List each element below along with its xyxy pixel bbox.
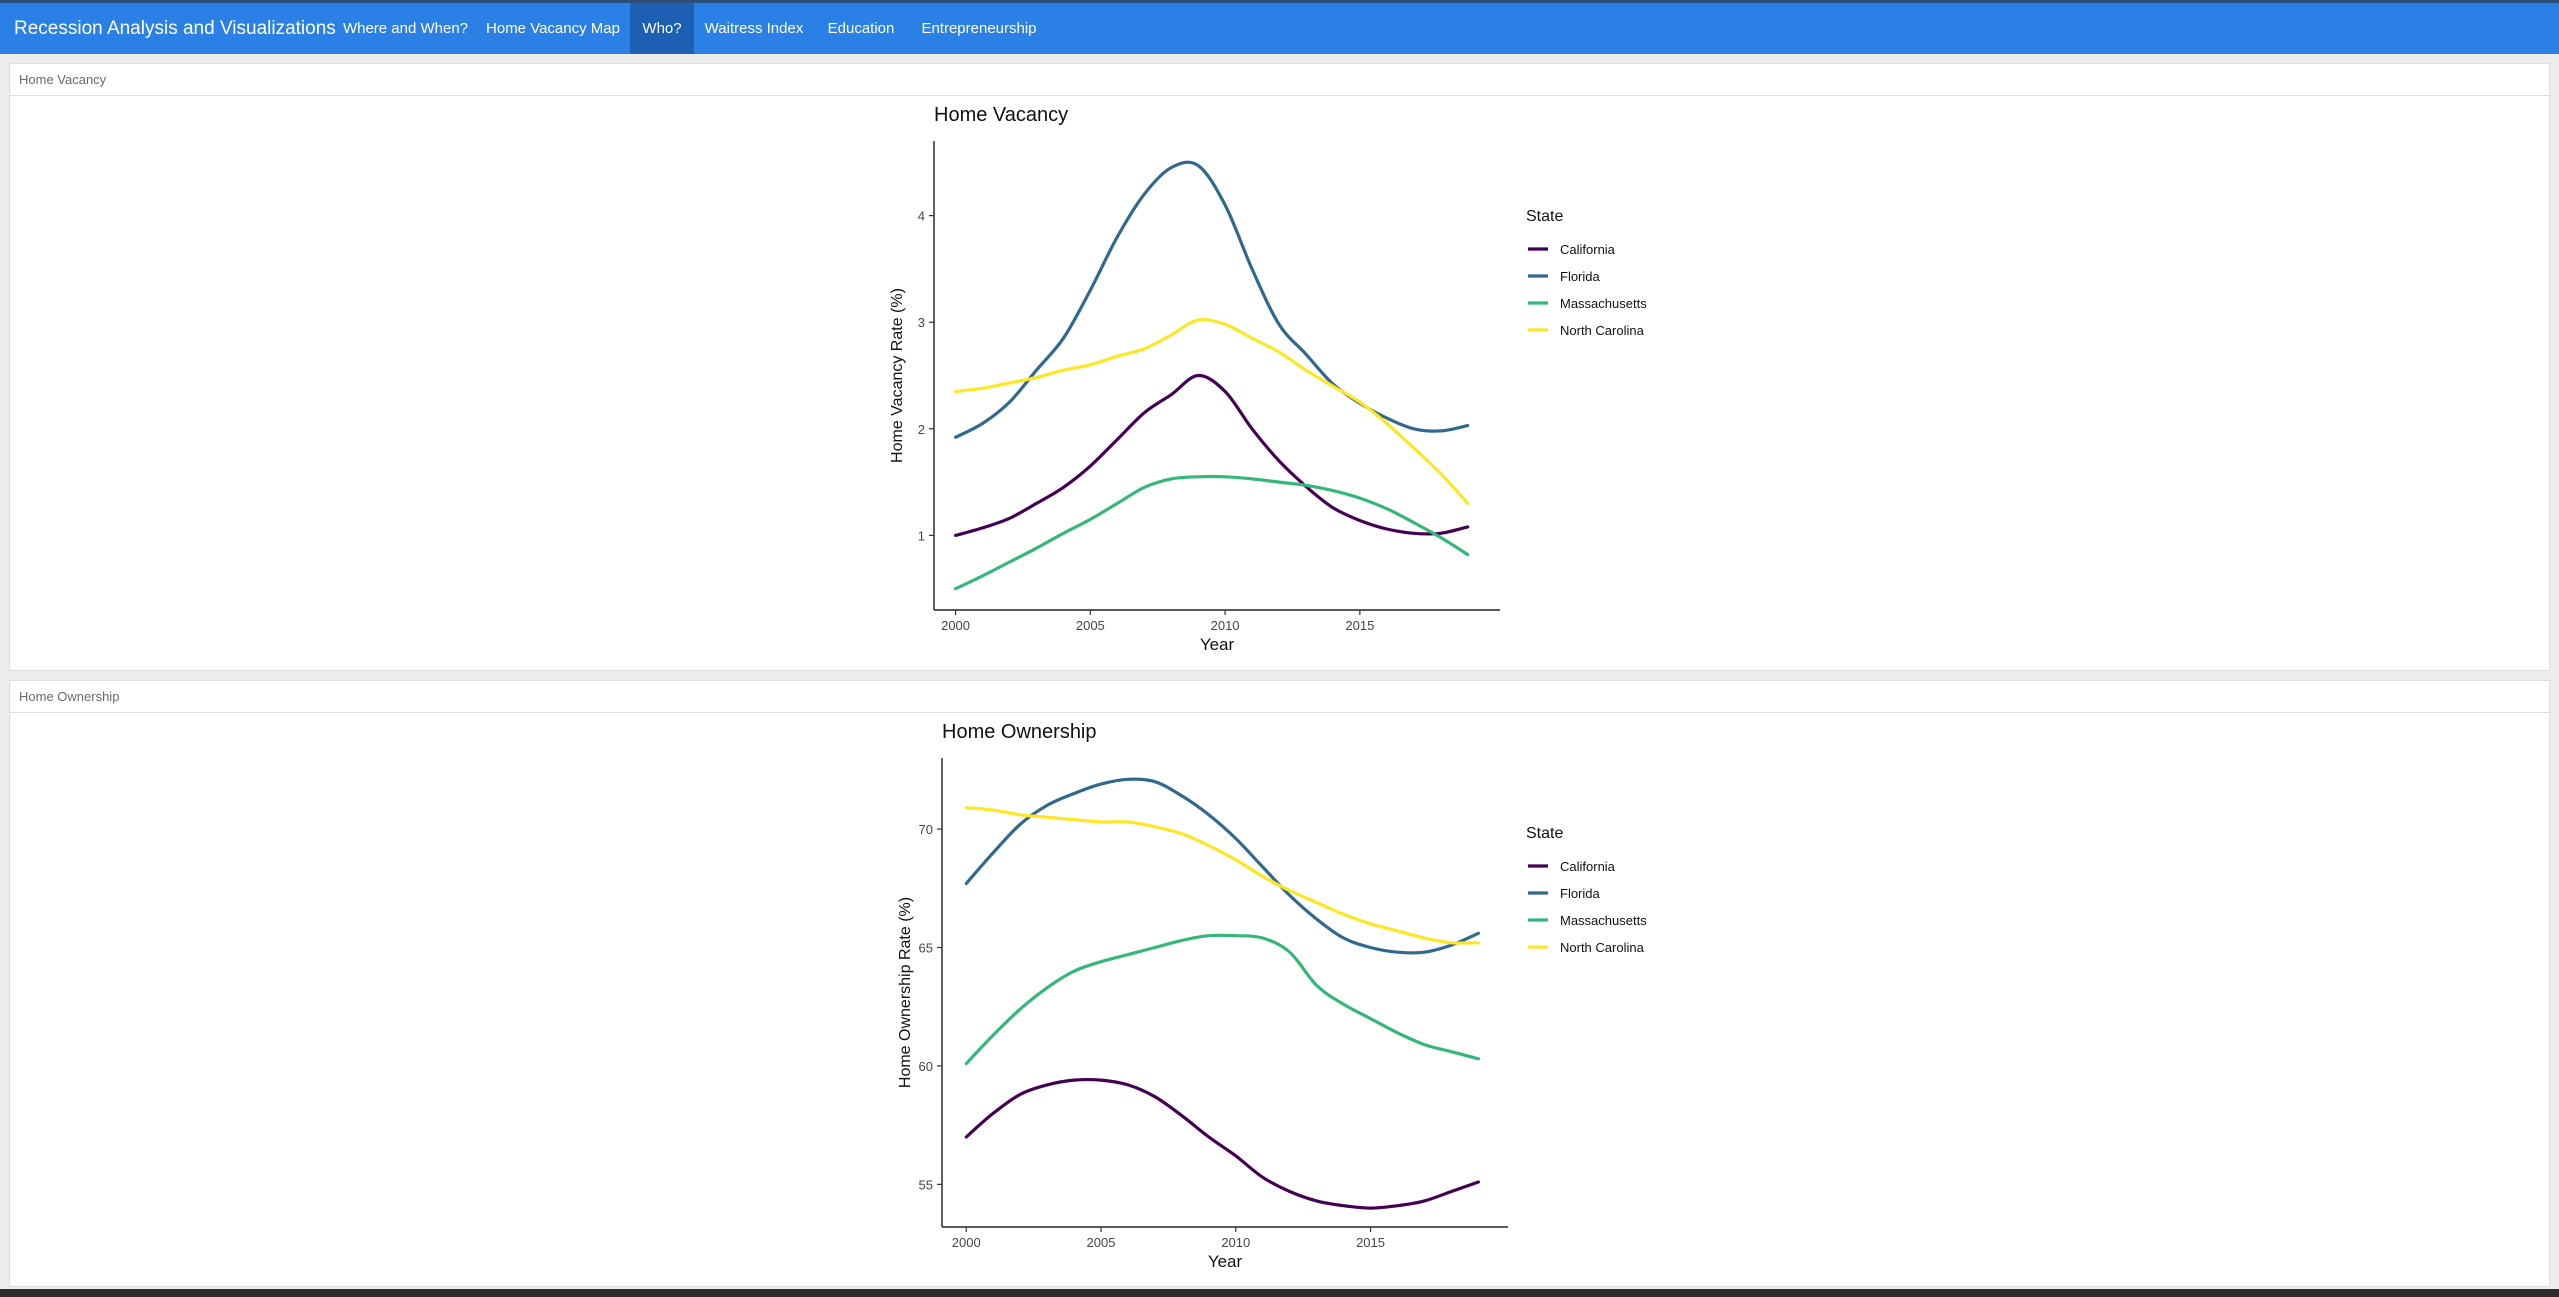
y-tick-label: 65 bbox=[919, 940, 933, 955]
legend-label: Massachusetts bbox=[1560, 913, 1647, 928]
y-tick-label: 70 bbox=[919, 822, 933, 837]
home-ownership-chart: Home Ownership 55 60 65 70 2000 2005 2010 2015 Ye… bbox=[897, 721, 1647, 1271]
series-line-massachusetts bbox=[964, 933, 1480, 1066]
series-line-florida bbox=[964, 777, 1480, 955]
series-line-california bbox=[954, 373, 1470, 537]
x-tick-label: 2005 bbox=[1076, 618, 1105, 633]
x-axis-label: Year bbox=[1200, 635, 1235, 654]
y-tick-label: 60 bbox=[919, 1059, 933, 1074]
x-tick-label: 2000 bbox=[952, 1235, 981, 1250]
series-line-massachusetts bbox=[954, 474, 1470, 591]
panel-header: Home Vacancy bbox=[10, 64, 2549, 96]
legend-label: Florida bbox=[1560, 269, 1601, 284]
legend-label: North Carolina bbox=[1560, 940, 1645, 955]
tab-home-vacancy-map[interactable]: Home Vacancy Map bbox=[486, 20, 620, 37]
series-line-north-carolina bbox=[954, 317, 1470, 505]
legend-label: North Carolina bbox=[1560, 323, 1645, 338]
home-vacancy-panel: Home Vacancy Home Vacancy 1 2 3 4 2000 2005 201… bbox=[9, 63, 2550, 671]
tab-waitress-index[interactable]: Waitress Index bbox=[704, 20, 804, 37]
x-tick-label: 2010 bbox=[1221, 1235, 1250, 1250]
tab-who[interactable]: Who? bbox=[630, 3, 694, 54]
x-tick-label: 2015 bbox=[1356, 1235, 1385, 1250]
y-axis-label: Home Vacancy Rate (%) bbox=[889, 288, 906, 463]
series-line-north-carolina bbox=[964, 806, 1480, 945]
footer-strip bbox=[0, 1289, 2559, 1297]
navbar: Recession Analysis and Visualizations Wh… bbox=[0, 0, 2559, 54]
y-tick-label: 55 bbox=[919, 1177, 933, 1192]
y-tick-label: 4 bbox=[918, 209, 925, 224]
chart-title: Home Vacancy bbox=[934, 104, 1068, 126]
panel-header: Home Ownership bbox=[10, 681, 2549, 713]
x-tick-label: 2000 bbox=[941, 618, 970, 633]
y-tick-label: 3 bbox=[918, 315, 925, 330]
series-line-florida bbox=[954, 160, 1470, 439]
home-ownership-panel: Home Ownership Home Ownership 55 60 65 70 200… bbox=[9, 680, 2550, 1287]
tab-where-and-when[interactable]: Where and When? bbox=[342, 20, 469, 37]
legend-label: Massachusetts bbox=[1560, 296, 1647, 311]
legend-title: State bbox=[1526, 208, 1563, 225]
chart-title: Home Ownership bbox=[942, 721, 1097, 743]
tab-entrepreneurship[interactable]: Entrepreneurship bbox=[921, 20, 1037, 37]
x-axis-label: Year bbox=[1208, 1252, 1243, 1271]
legend-label: California bbox=[1560, 242, 1616, 257]
series-line-california bbox=[964, 1077, 1480, 1210]
tab-education[interactable]: Education bbox=[827, 20, 895, 37]
legend-label: Florida bbox=[1560, 886, 1601, 901]
x-tick-label: 2015 bbox=[1345, 618, 1374, 633]
home-vacancy-chart: Home Vacancy 1 2 3 4 2000 2005 2010 2015 Year Home… bbox=[889, 104, 1647, 654]
legend-label: California bbox=[1560, 859, 1616, 874]
y-axis-label: Home Ownership Rate (%) bbox=[897, 897, 914, 1088]
navbar-brand[interactable]: Recession Analysis and Visualizations bbox=[14, 18, 336, 39]
x-tick-label: 2005 bbox=[1087, 1235, 1116, 1250]
x-tick-label: 2010 bbox=[1211, 618, 1240, 633]
legend-title: State bbox=[1526, 825, 1563, 842]
y-tick-label: 1 bbox=[918, 528, 925, 543]
y-tick-label: 2 bbox=[918, 422, 925, 437]
